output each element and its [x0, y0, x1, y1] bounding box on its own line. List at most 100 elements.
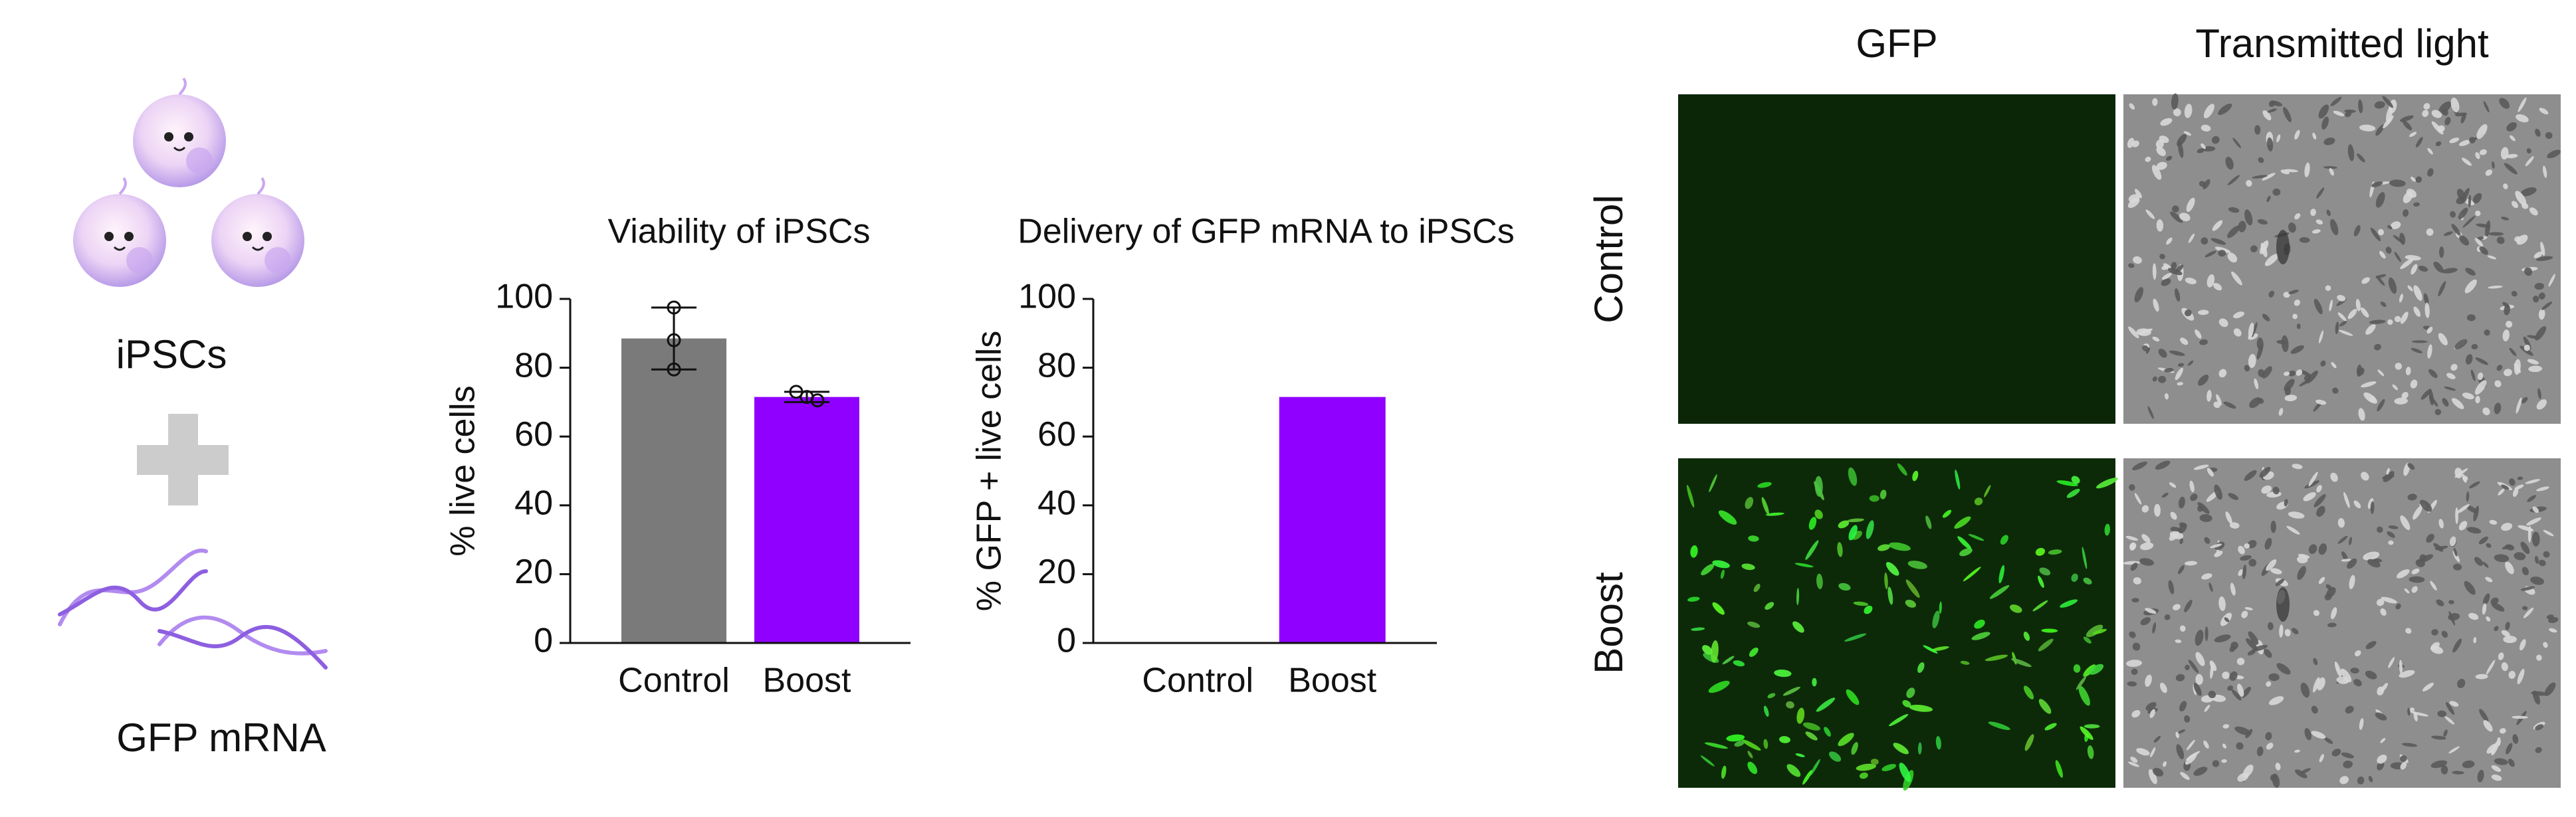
- cell: [2132, 461, 2147, 471]
- cell: [2238, 569, 2244, 577]
- cell: [1838, 733, 1854, 747]
- cell: [1708, 680, 1730, 693]
- cell: [2228, 207, 2240, 213]
- cell: [2345, 705, 2354, 714]
- cell: [1878, 544, 1890, 551]
- cell: [1749, 647, 1759, 657]
- cell: [2354, 650, 2361, 657]
- data-point: [810, 393, 825, 408]
- cell: [2262, 366, 2272, 379]
- cell: [2400, 755, 2407, 763]
- cell: [2185, 309, 2192, 317]
- cell: [2534, 555, 2539, 564]
- cell: [2316, 505, 2325, 517]
- cell: [2401, 392, 2409, 399]
- cell: [2130, 563, 2138, 571]
- cell: [2438, 281, 2446, 297]
- cell: [2355, 299, 2361, 312]
- cell: [1879, 490, 1887, 499]
- cell: [2084, 724, 2100, 729]
- cell: [2292, 464, 2303, 470]
- cell: [2300, 369, 2311, 377]
- cell: [2209, 660, 2217, 672]
- cell: [2125, 535, 2139, 541]
- cell: [1925, 515, 1932, 529]
- cell: [1847, 518, 1865, 523]
- cell: [2434, 408, 2442, 416]
- cell: [2501, 630, 2510, 637]
- cell: [2358, 99, 2363, 114]
- cell: [1935, 736, 1941, 750]
- cell: [1897, 463, 1907, 476]
- cell: [2308, 472, 2318, 487]
- cell: [2361, 472, 2369, 481]
- cell: [2200, 237, 2208, 245]
- cell: [2161, 272, 2172, 280]
- cell: [2275, 579, 2285, 587]
- cell: [2313, 658, 2318, 666]
- cell: [2156, 146, 2166, 156]
- cell: [2214, 551, 2223, 557]
- cell: [2066, 488, 2080, 498]
- cell: [2486, 543, 2492, 548]
- cell: [2146, 347, 2151, 354]
- cell: [2163, 761, 2167, 767]
- cell: [2405, 255, 2421, 261]
- cell: [2170, 211, 2183, 223]
- cell: [2379, 250, 2386, 259]
- cell: [2413, 202, 2420, 207]
- x-tick-label: Boost: [763, 662, 852, 700]
- cell: [2210, 543, 2222, 549]
- cell: [2193, 684, 2197, 695]
- cell: [2441, 630, 2448, 638]
- cell: [2267, 108, 2277, 113]
- cell: [2268, 100, 2276, 108]
- cell: [2438, 519, 2444, 529]
- cell: [2422, 682, 2434, 691]
- cell: [1959, 548, 1973, 557]
- bar: [621, 338, 726, 643]
- cell: [2193, 767, 2208, 776]
- cell: [2444, 117, 2451, 126]
- cell: [2304, 728, 2312, 741]
- cell: [2333, 110, 2345, 117]
- cell: [1905, 599, 1916, 608]
- cell: [2512, 201, 2519, 209]
- cell: [2377, 228, 2385, 236]
- mrna-label: GFP mRNA: [116, 715, 326, 760]
- cell: [2503, 183, 2508, 189]
- cell: [2536, 486, 2549, 492]
- cell: [2134, 287, 2144, 303]
- cell: [2236, 742, 2244, 750]
- cell: [2129, 543, 2136, 551]
- cell: [2510, 135, 2516, 141]
- cell: [2514, 363, 2521, 373]
- cell: [2341, 559, 2352, 562]
- cell: [2535, 747, 2542, 753]
- y-tick-label: 20: [1037, 553, 1076, 591]
- cell: [1726, 734, 1745, 742]
- cell: [2485, 577, 2493, 583]
- cell: [2224, 617, 2230, 622]
- cell: [2296, 369, 2303, 376]
- cell: [2535, 128, 2541, 137]
- cell: [2409, 132, 2417, 137]
- cell: [2087, 745, 2094, 759]
- cell: [2388, 657, 2395, 668]
- cell: [1795, 753, 1805, 757]
- cell: [2356, 364, 2362, 377]
- cell: [2179, 701, 2187, 712]
- cell: [2399, 294, 2404, 303]
- cell: [2180, 772, 2190, 780]
- cell: [2172, 205, 2179, 213]
- cells-label: iPSCs: [116, 332, 227, 377]
- cell: [1899, 763, 1911, 782]
- cell: [2184, 104, 2193, 118]
- cell: [2517, 476, 2523, 480]
- cell: [2546, 614, 2554, 620]
- cell: [1767, 693, 1776, 699]
- error-bar: [651, 306, 697, 371]
- cell: [2318, 577, 2325, 585]
- cell: [2465, 268, 2476, 276]
- cell: [2225, 156, 2234, 170]
